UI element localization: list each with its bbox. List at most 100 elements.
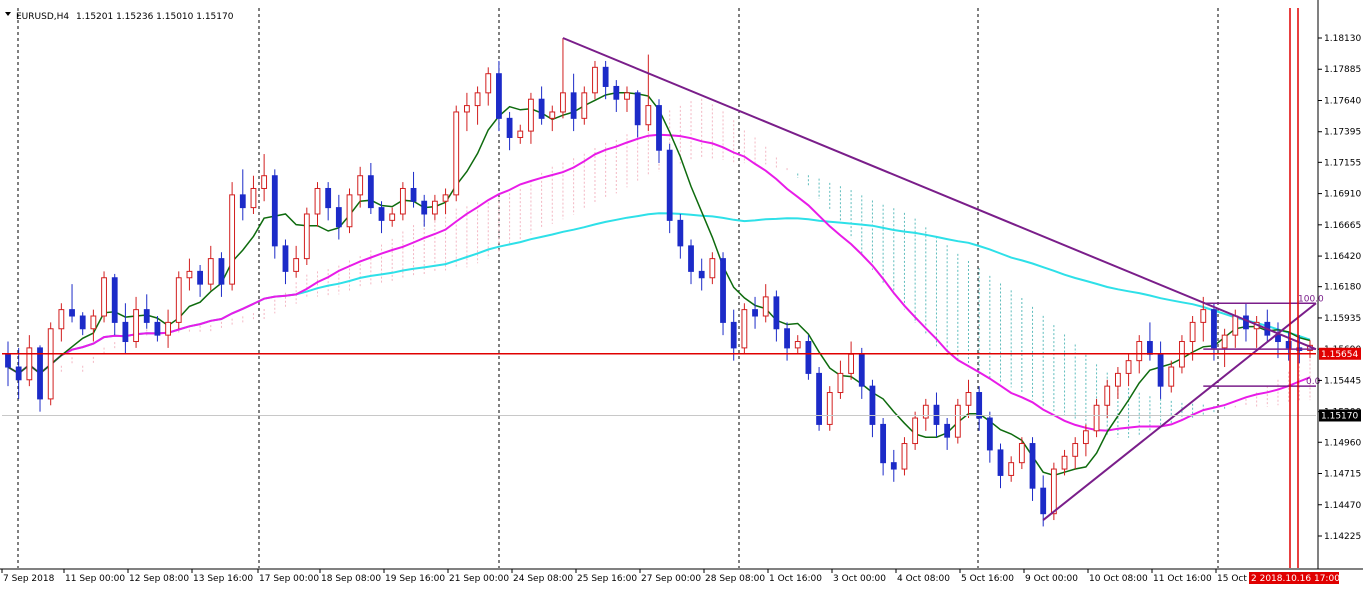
candle-body[interactable] [335,207,342,228]
candle-body[interactable] [293,258,300,272]
candle-body[interactable] [528,98,534,132]
candle-body[interactable] [1018,443,1025,464]
candle-body[interactable] [656,105,662,151]
candle-body[interactable] [239,194,246,209]
candle-body[interactable] [922,404,929,419]
candle-body[interactable] [1168,366,1175,387]
candle-body[interactable] [624,92,630,100]
candle-body[interactable] [1125,360,1132,374]
candle-body[interactable] [773,296,780,330]
candle-body[interactable] [1147,341,1153,355]
candle-body[interactable] [229,194,236,285]
candle-body[interactable] [410,187,417,202]
candle-body[interactable] [303,213,310,260]
drawing-objects[interactable]: 100.0 0.0 [2,8,1324,568]
candle-body[interactable] [1104,385,1111,406]
candle-body[interactable] [1082,430,1089,445]
candle-body[interactable] [613,85,620,100]
candle-body[interactable] [912,417,919,445]
candle-body[interactable] [431,200,438,215]
candle-body[interactable] [357,175,364,196]
candle-body[interactable] [976,392,983,419]
candle-body[interactable] [346,194,353,228]
candle-body[interactable] [560,92,566,113]
candle-body[interactable] [378,207,385,221]
candle-body[interactable] [869,385,876,425]
candle-body[interactable] [186,270,193,279]
candle-body[interactable] [165,321,171,336]
candle-body[interactable] [538,98,545,119]
candle-body[interactable] [688,245,694,272]
candle-body[interactable] [1157,353,1164,387]
candle-body[interactable] [752,309,758,317]
candle-body[interactable] [709,258,716,279]
candle-body[interactable] [1189,321,1196,343]
candlesticks[interactable] [5,38,1313,527]
candle-body[interactable] [101,277,107,317]
candle-body[interactable] [69,309,75,317]
candle-body[interactable] [1072,443,1079,457]
candle-body[interactable] [389,213,396,221]
candle-body[interactable] [1093,404,1100,432]
candle-body[interactable] [741,309,748,349]
candle-body[interactable] [442,194,449,202]
candle-body[interactable] [816,372,822,425]
candle-body[interactable] [805,341,812,374]
candle-body[interactable] [421,200,428,215]
candle-body[interactable] [965,392,972,406]
candle-body[interactable] [517,130,524,138]
candle-body[interactable] [1050,468,1057,515]
candle-body[interactable] [111,277,118,323]
candle-body[interactable] [720,258,726,323]
candle-body[interactable] [325,187,332,209]
candle-body[interactable] [453,111,460,196]
candle-body[interactable] [122,321,129,343]
candle-body[interactable] [570,92,577,119]
candle-body[interactable] [933,404,940,425]
candle-body[interactable] [1232,315,1239,336]
candle-body[interactable] [848,353,855,374]
candle-body[interactable] [26,347,33,381]
candle-body[interactable] [15,366,22,381]
candle-body[interactable] [592,66,598,94]
candle-body[interactable] [197,270,204,285]
candle-body[interactable] [1136,341,1143,362]
candle-body[interactable] [143,309,150,323]
candle-body[interactable] [1221,334,1228,349]
candle-body[interactable] [880,423,887,464]
candle-body[interactable] [730,321,737,349]
candle-body[interactable] [581,92,588,119]
candle-body[interactable] [666,149,673,221]
candle-body[interactable] [314,187,321,215]
candle-body[interactable] [90,315,97,330]
candle-body[interactable] [858,353,865,387]
candle-body[interactable] [901,443,908,470]
candle-body[interactable] [794,341,801,349]
candle-body[interactable] [1114,372,1121,387]
candle-body[interactable] [826,392,833,425]
candle-body[interactable] [218,258,225,285]
candle-body[interactable] [496,73,502,119]
ascending-trendline[interactable] [1042,302,1317,521]
candle-body[interactable] [1061,455,1068,470]
candle-body[interactable] [1243,315,1249,330]
candle-body[interactable] [271,175,278,247]
candle-body[interactable] [645,105,652,126]
candle-body[interactable] [784,328,790,349]
candle-body[interactable] [634,92,641,126]
candle-body[interactable] [698,270,705,279]
candle-body[interactable] [890,462,897,470]
dropdown-arrow-icon[interactable] [5,12,11,16]
candle-body[interactable] [1211,309,1217,349]
candle-body[interactable] [399,187,406,215]
candle-body[interactable] [47,328,54,400]
candle-body[interactable] [1285,341,1292,349]
candle-body[interactable] [5,353,11,368]
candle-body[interactable] [1008,462,1015,476]
candle-body[interactable] [207,258,214,285]
candle-body[interactable] [986,417,993,451]
candle-body[interactable] [549,111,556,119]
candle-body[interactable] [506,117,513,138]
